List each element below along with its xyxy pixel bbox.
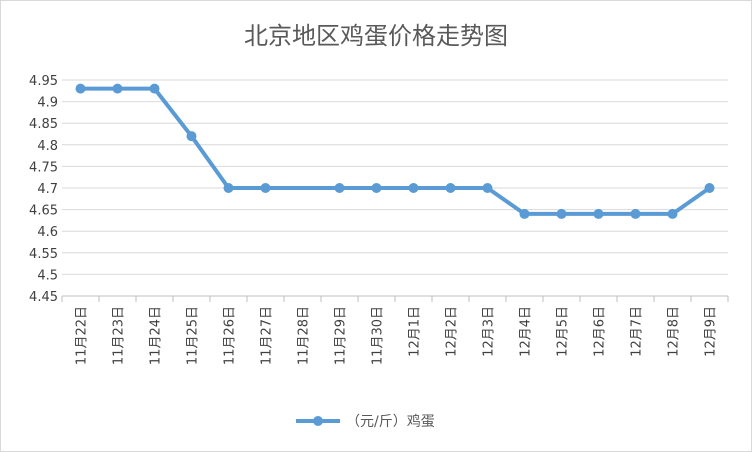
data-point <box>704 183 715 193</box>
y-tick-label: 4.75 <box>29 160 58 175</box>
x-axis: 11月22日 11月23日 11月24日 11月25日 11月26日 11月27日 11月2… <box>61 295 729 365</box>
x-tick-label: 11月23日 <box>112 306 127 365</box>
x-tick-label: 11月30日 <box>371 306 386 365</box>
data-point <box>371 183 382 193</box>
x-tick-label: 11月28日 <box>297 306 312 365</box>
x-tick-label: 12月1日 <box>408 306 423 357</box>
x-tick-label: 12月8日 <box>667 306 682 357</box>
data-point <box>149 83 160 94</box>
data-point <box>186 131 197 142</box>
x-tick-label: 12月2日 <box>445 306 460 357</box>
gridlines <box>62 79 728 275</box>
y-tick-label: 4.7 <box>37 182 58 197</box>
chart-title: 北京地区鸡蛋价格走势图 <box>244 22 508 50</box>
x-tick-label: 11月26日 <box>223 306 238 365</box>
y-tick-label: 4.55 <box>29 247 58 262</box>
y-tick-label: 4.8 <box>37 139 58 154</box>
y-tick-label: 4.45 <box>29 290 58 305</box>
x-tick-label: 11月24日 <box>149 306 164 365</box>
y-tick-label: 4.65 <box>29 204 58 219</box>
data-point <box>445 183 456 193</box>
x-tick-label: 11月25日 <box>186 306 201 365</box>
x-tick-label: 12月9日 <box>704 306 719 357</box>
y-axis: 4.45 4.5 4.55 4.6 4.65 4.7 4.75 4.8 4.85 4.9 4.95 <box>29 74 58 305</box>
data-point <box>334 183 345 193</box>
x-tick-label: 12月7日 <box>630 306 645 357</box>
series-line <box>80 86 711 216</box>
data-point <box>519 208 530 219</box>
y-tick-label: 4.85 <box>29 117 58 132</box>
legend-marker <box>313 416 323 426</box>
y-tick-label: 4.5 <box>37 268 58 283</box>
x-tick-label: 11月29日 <box>334 306 349 365</box>
legend: （元/斤）鸡蛋 <box>296 413 435 430</box>
x-tick-label: 12月6日 <box>593 306 608 357</box>
y-tick-label: 4.95 <box>29 74 58 89</box>
data-point <box>482 183 493 193</box>
data-point <box>630 208 641 219</box>
x-tick-label: 11月27日 <box>260 306 275 365</box>
data-point <box>593 208 604 219</box>
x-tick-label: 11月22日 <box>75 306 90 365</box>
x-tick-label: 12月4日 <box>519 306 534 357</box>
data-point <box>112 83 123 94</box>
data-point <box>556 208 567 219</box>
x-tick-label: 12月5日 <box>556 306 571 357</box>
data-point <box>408 183 419 193</box>
y-tick-label: 4.9 <box>37 96 58 111</box>
data-point <box>223 183 234 193</box>
series-layer <box>75 83 715 219</box>
data-point <box>260 183 271 193</box>
data-point <box>667 208 678 219</box>
data-point <box>75 83 86 94</box>
legend-label: （元/斤）鸡蛋 <box>346 413 435 430</box>
y-tick-label: 4.6 <box>37 225 58 240</box>
x-tick-label: 12月3日 <box>482 306 497 357</box>
